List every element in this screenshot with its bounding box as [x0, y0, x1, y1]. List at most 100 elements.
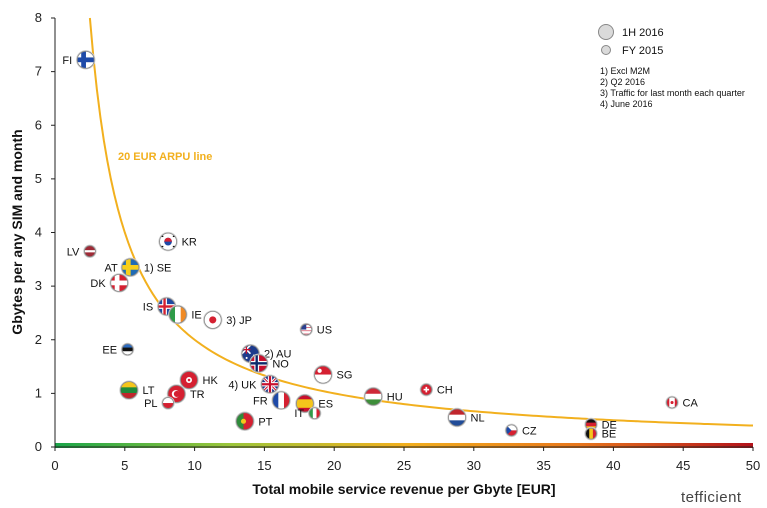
point-label: HU: [387, 392, 403, 404]
point-label: LT: [142, 385, 154, 397]
data-point-no: NO: [249, 353, 289, 374]
point-outline: [249, 354, 268, 373]
point-label: NO: [272, 358, 289, 370]
point-label: PT: [258, 416, 272, 428]
note-1: 1) Excl M2M: [600, 66, 650, 76]
point-outline: [314, 365, 332, 384]
point-outline: [121, 343, 134, 356]
point-outline: [76, 50, 95, 69]
footnotes: 1) Excl M2M 2) Q2 2016 3) Traffic for la…: [600, 66, 745, 109]
data-point-us: US: [299, 322, 332, 337]
x-tick-label: 0: [51, 458, 58, 473]
point-outline: [300, 323, 313, 336]
legend-small-marker: [601, 45, 611, 55]
y-tick-label: 0: [35, 439, 42, 454]
point-outline: [448, 408, 466, 427]
note-3: 3) Traffic for last month each quarter: [600, 88, 745, 98]
point-label: NL: [471, 413, 485, 425]
point-outline: [505, 424, 518, 437]
point-label: DK: [90, 278, 106, 290]
point-label: DE: [602, 419, 617, 431]
legend-label-1h2016: 1H 2016: [622, 27, 664, 39]
data-point-be: BE: [584, 426, 617, 441]
x-tick-label: 5: [121, 458, 128, 473]
y-tick-label: 4: [35, 225, 42, 240]
point-outline: [235, 412, 254, 431]
data-point-es: ES: [295, 393, 333, 414]
data-point-: AT: [105, 262, 119, 274]
point-outline: [308, 407, 321, 420]
bottom-gradient-bar: [55, 443, 753, 448]
legend-label-fy2015: FY 2015: [622, 45, 663, 57]
x-tick-label: 15: [257, 458, 271, 473]
data-point-ch: CH: [419, 382, 453, 397]
point-outline: [585, 427, 597, 440]
data-point-hu: HU: [363, 386, 403, 407]
point-label: TR: [190, 389, 205, 401]
point-label: AT: [105, 262, 119, 274]
point-outline: [203, 311, 222, 329]
point-outline: [272, 391, 291, 410]
data-point-lv: LV: [67, 244, 97, 258]
data-point-it: IT: [294, 406, 322, 420]
arpu-curve: [88, 17, 754, 427]
point-label: IE: [191, 310, 201, 322]
data-point-fr: FR: [253, 390, 291, 411]
data-point-fi: FI: [62, 50, 96, 70]
data-point-cz: CZ: [504, 423, 537, 437]
point-outline: [110, 274, 129, 292]
point-label: ES: [318, 399, 333, 411]
data-point-pt: PT: [235, 411, 273, 431]
data-point-ca: CA: [665, 395, 699, 409]
data-point-uk: 4) UK: [228, 374, 280, 394]
data-point-hk: HK: [179, 370, 218, 390]
point-label: IT: [294, 408, 304, 420]
y-axis-title: Gbytes per any SIM and month: [9, 129, 25, 334]
point-label: 3) JP: [226, 315, 252, 327]
y-tick-label: 1: [35, 385, 42, 400]
data-point-se: 1) SE: [120, 257, 171, 278]
x-tick-label: 30: [467, 458, 481, 473]
legend: 1H 2016 FY 2015: [598, 24, 664, 57]
point-label: CA: [683, 397, 699, 409]
point-label: US: [317, 325, 332, 337]
note-2: 2) Q2 2016: [600, 77, 645, 87]
y-tick-label: 3: [35, 278, 42, 293]
point-label: BE: [602, 429, 617, 441]
arpu-curve-label: 20 EUR ARPU line: [118, 151, 212, 163]
y-tick-label: 8: [35, 10, 42, 25]
point-outline: [261, 375, 279, 394]
x-tick-label: 20: [327, 458, 341, 473]
y-tick-label: 5: [35, 171, 42, 186]
y-tick-label: 7: [35, 64, 42, 79]
point-label: 2) AU: [264, 349, 292, 361]
point-outline: [84, 245, 96, 258]
note-4: 4) June 2016: [600, 99, 653, 109]
point-outline: [120, 381, 138, 400]
data-point-jp: 3) JP: [203, 310, 252, 330]
x-tick-group: 0 5 10 15 20 25 30 35 40 45 50: [51, 447, 760, 473]
brand-logo: tefficient: [681, 489, 742, 506]
y-tick-group: 0 1 2 3 4 5 6 7 8: [35, 10, 55, 454]
point-label: CH: [437, 385, 453, 397]
point-label: FI: [62, 55, 72, 67]
x-tick-label: 10: [187, 458, 201, 473]
point-label: FR: [253, 395, 268, 407]
x-tick-label: 35: [536, 458, 550, 473]
point-label: EE: [102, 344, 117, 356]
point-label: LV: [67, 246, 80, 258]
x-tick-label: 45: [676, 458, 690, 473]
point-label: 4) UK: [228, 379, 257, 391]
point-outline: [295, 394, 314, 413]
point-outline: [364, 387, 383, 406]
data-point-nl: NL: [447, 407, 485, 428]
point-outline: [121, 258, 140, 277]
point-outline: [420, 383, 433, 396]
point-label: PL: [144, 398, 157, 410]
point-outline: [180, 371, 198, 389]
y-tick-label: 6: [35, 117, 42, 132]
point-outline: [159, 232, 177, 251]
point-outline: [162, 397, 174, 409]
